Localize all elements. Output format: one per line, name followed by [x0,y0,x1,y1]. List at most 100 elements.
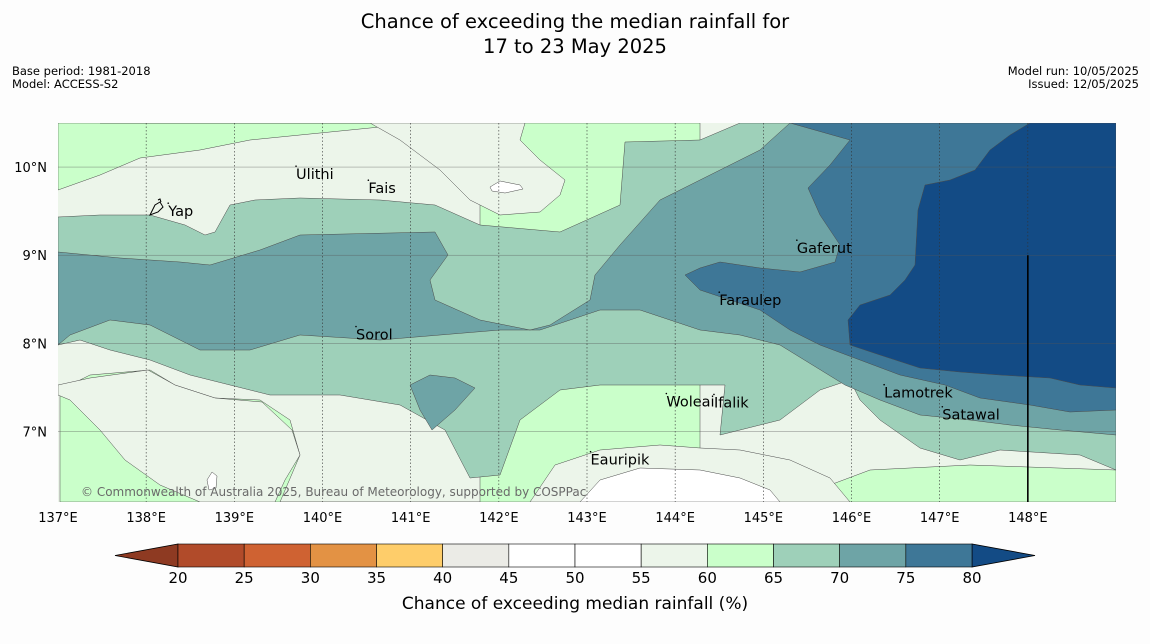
colorbar-segment [508,543,576,568]
contour-50-islet [206,471,218,491]
longitude-tick-label: 139°E [215,511,255,526]
colorbar-tick-label: 65 [764,569,783,587]
longitude-tick-label: 144°E [655,511,695,526]
place-woleai: Woleai [665,392,715,411]
longitude-tick-label: 141°E [391,511,431,526]
place-satawal: Satawal [941,405,1000,424]
issued-date: Issued: 12/05/2025 [1028,77,1139,91]
colorbar-segment [839,543,907,568]
colorbar-tick-label: 35 [367,569,386,587]
latitude-tick-label: 8°N [23,337,48,352]
colorbar-tick-label: 30 [301,569,320,587]
contour-50-patch-south [579,467,781,502]
place-faraulep: Faraulep [718,291,781,309]
longitude-tick-label: 148°E [1008,511,1048,526]
place-label: Gaferut [797,241,852,257]
place-label: Ifalik [714,395,749,411]
contour-80 [847,123,1116,389]
place-ifalik: Ifalik [713,393,749,411]
longitude-tick-label: 138°E [126,511,166,526]
graticule [58,123,1116,502]
colorbar-tick-label: 70 [830,569,849,587]
longitude-tick-label: 147°E [920,511,960,526]
colorbar-label: Chance of exceeding median rainfall (%) [402,594,748,614]
place-label: Fais [368,181,395,197]
longitude-tick-label: 142°E [479,511,519,526]
place-eauripik: Eauripik [589,450,650,469]
colorbar-tick-label: 80 [962,569,981,587]
place-marker [589,450,592,453]
model-name: Model: ACCESS-S2 [12,77,119,91]
contour-55-patch-north [369,123,566,216]
place-marker [713,393,715,396]
latitude-tick-label: 7°N [23,425,48,440]
place-marker [167,202,170,204]
colorbar-tick-label: 20 [168,569,187,587]
place-marker [941,405,944,408]
longitude-tick-label: 137°E [38,511,78,526]
place-marker [355,325,357,328]
contour-55-southwest [58,369,301,502]
title-line-2: 17 to 23 May 2025 [483,35,667,58]
colorbar-tick-label: 25 [235,569,254,587]
place-label: Ulithi [296,167,334,183]
colorbar-tick-label: 40 [433,569,452,587]
contour-70-islet [409,374,476,431]
place-lamotrek: Lamotrek [883,383,953,402]
model-run: Model run: 10/05/2025 [1007,64,1139,78]
colorbar-over-arrow [971,543,1036,568]
colorbar-segment [310,543,377,568]
colorbar-tick-label: 75 [896,569,915,587]
place-fais: Fais [367,179,396,197]
colorbar-segment [376,543,443,568]
place-label: Eauripik [591,453,650,469]
place-label: Faraulep [719,293,781,309]
base-period: Base period: 1981-2018 [12,64,151,78]
meta-right: Model run: 10/05/2025 Issued: 12/05/2025 [1008,65,1139,91]
place-marker [295,165,297,167]
place-marker [883,383,885,386]
place-gaferut: Gaferut [796,239,852,257]
place-label: Satawal [942,408,999,424]
colorbar-segment [640,543,708,568]
meta-left: Base period: 1981-2018 Model: ACCESS-S2 [12,65,151,91]
colorbar-tick-label: 60 [698,569,717,587]
colorbar-segment [243,543,311,568]
place-labels: Yap Ulithi Fais Gaferut Faraulep Sorol Woleai I… [167,165,1000,469]
place-label: Sorol [356,328,393,344]
place-marker [367,179,370,182]
place-ulithi: Ulithi [295,165,334,183]
colorbar-tick-label: 55 [632,569,651,587]
longitude-tick-label: 140°E [303,511,343,526]
colorbar-segment [773,543,840,568]
place-marker [665,392,668,395]
copyright-notice: © Commonwealth of Australia 2025, Bureau… [81,485,586,499]
colorbar-segment [442,543,510,568]
latitude-tick-labels: 10°N 9°N 8°N 7°N [14,161,47,440]
colorbar-segment [574,543,642,568]
contour-50-patch-north [489,180,524,194]
colorbar-segment [177,543,245,568]
place-label: Yap [167,204,193,220]
longitude-tick-label: 146°E [832,511,872,526]
longitude-tick-label: 143°E [567,511,607,526]
title-line-1: Chance of exceeding the median rainfall … [360,10,790,33]
colorbar-under-arrow [114,543,179,568]
colorbar-segment [707,543,774,568]
colorbar-tick-label: 50 [565,569,584,587]
colorbar-segment [905,543,973,568]
place-sorol: Sorol [355,325,393,344]
place-label: Lamotrek [884,386,953,402]
colorbar-tick-label: 45 [499,569,518,587]
yap-island-outline [148,198,164,216]
place-marker [796,239,798,241]
longitude-tick-label: 145°E [744,511,784,526]
place-label: Woleai [666,395,714,411]
latitude-tick-label: 10°N [14,161,47,176]
chart-title: Chance of exceeding the median rainfall … [0,9,1150,59]
place-marker [718,291,721,293]
colorbar: 20 25 30 35 40 45 50 55 60 65 70 75 80 [114,543,1036,587]
longitude-tick-labels: 137°E 138°E 139°E 140°E 141°E 142°E 143°E 144°E… [38,511,1047,526]
latitude-tick-label: 9°N [23,249,48,264]
